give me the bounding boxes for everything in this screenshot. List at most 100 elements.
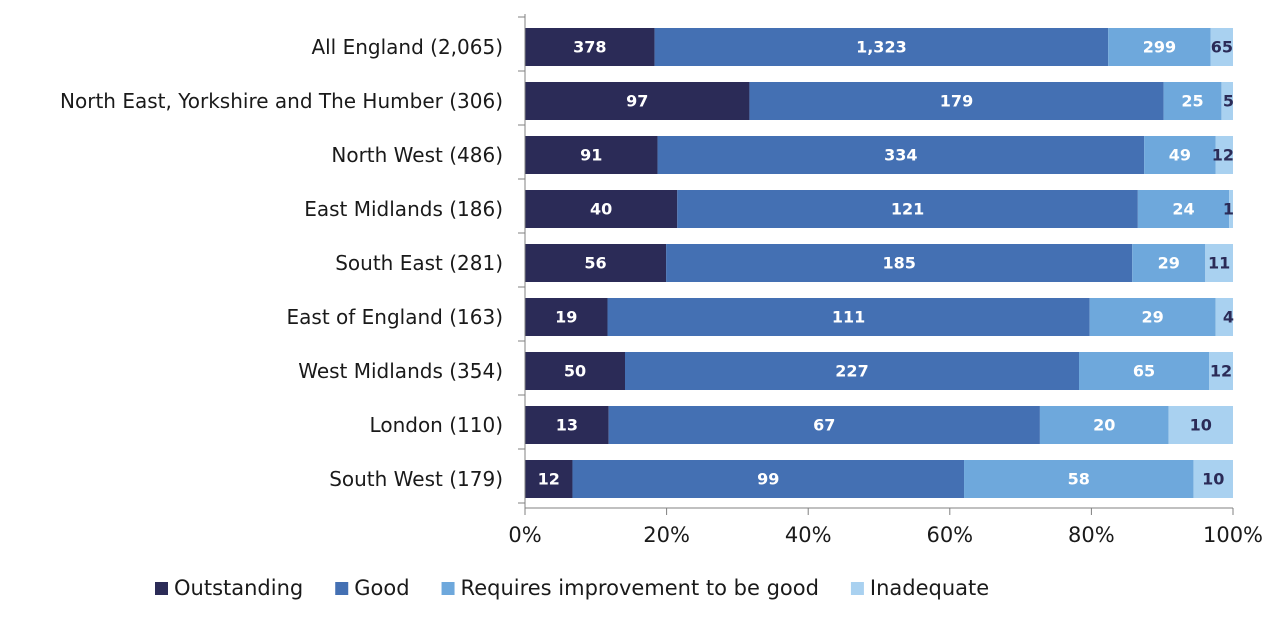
data-label: 10	[1202, 470, 1224, 489]
data-label: 378	[573, 38, 606, 57]
category-label: North East, Yorkshire and The Humber (30…	[60, 89, 503, 113]
data-label: 29	[1158, 254, 1180, 273]
x-tick-label: 100%	[1203, 523, 1263, 547]
bar-segment	[1079, 352, 1209, 390]
data-label: 58	[1068, 470, 1090, 489]
x-tick-label: 80%	[1068, 523, 1115, 547]
bar-segment	[1108, 28, 1211, 66]
data-label: 4	[1223, 308, 1234, 327]
bar-segment	[1215, 298, 1233, 336]
legend-label: Requires improvement to be good	[461, 576, 819, 600]
data-label: 185	[882, 254, 915, 273]
data-label: 1,323	[856, 38, 907, 57]
category-label: South West (179)	[329, 467, 503, 491]
data-label: 91	[580, 146, 602, 165]
bar-segment	[525, 82, 750, 120]
category-label: West Midlands (354)	[298, 359, 503, 383]
bar-segment	[749, 82, 1164, 120]
bar-segment	[1221, 82, 1233, 120]
data-label: 5	[1223, 92, 1234, 111]
bars-layer	[525, 28, 1233, 498]
legend-swatch	[155, 582, 168, 595]
bar-segment	[525, 406, 609, 444]
x-tick-label: 0%	[508, 523, 541, 547]
data-label: 179	[940, 92, 973, 111]
category-label: North West (486)	[331, 143, 503, 167]
legend-swatch	[441, 582, 455, 595]
data-label: 99	[757, 470, 779, 489]
bar-segment	[1163, 82, 1222, 120]
data-label: 334	[884, 146, 917, 165]
bar-segment	[657, 136, 1145, 174]
legend-swatch	[335, 582, 349, 595]
bar-segment	[525, 136, 658, 174]
bar-segment	[525, 460, 573, 498]
data-label: 11	[1208, 254, 1230, 273]
bar-segment	[1089, 298, 1216, 336]
data-label: 227	[835, 362, 868, 381]
data-label: 1	[1223, 200, 1234, 219]
bar-segment	[525, 28, 655, 66]
bar-segment	[525, 298, 608, 336]
category-label: East of England (163)	[287, 305, 503, 329]
category-label: London (110)	[370, 413, 503, 437]
data-label: 12	[1212, 146, 1234, 165]
axes-layer	[518, 14, 1234, 515]
bar-segment	[1215, 136, 1233, 174]
data-label: 49	[1169, 146, 1191, 165]
data-label: 50	[564, 362, 586, 381]
data-label: 121	[891, 200, 924, 219]
data-label: 13	[556, 416, 578, 435]
bar-segment	[964, 460, 1194, 498]
legend-label: Inadequate	[870, 576, 989, 600]
data-label: 12	[538, 470, 560, 489]
data-label: 10	[1190, 416, 1212, 435]
bar-segment	[1205, 244, 1233, 282]
x-tick-label: 20%	[643, 523, 690, 547]
bar-segment	[608, 406, 1040, 444]
x-tick-label: 40%	[785, 523, 832, 547]
legend: Outstanding Good Requires improvement to b…	[155, 576, 989, 600]
bar-segment	[654, 28, 1109, 66]
x-tick-label: 60%	[926, 523, 973, 547]
bar-segment	[1193, 460, 1233, 498]
category-label: East Midlands (186)	[304, 197, 503, 221]
x-tick-labels-layer: 0% 20% 40% 60% 80% 100%	[508, 523, 1263, 547]
data-label: 97	[626, 92, 648, 111]
data-label: 24	[1172, 200, 1194, 219]
data-label: 67	[813, 416, 835, 435]
bar-segment	[525, 190, 678, 228]
bar-segment	[1210, 28, 1233, 66]
bar-segment	[1229, 190, 1233, 228]
bar-segment	[1137, 190, 1230, 228]
data-label: 19	[555, 308, 577, 327]
bar-segment	[1209, 352, 1233, 390]
bar-segment	[625, 352, 1079, 390]
bar-segment	[666, 244, 1133, 282]
category-labels-layer: All England (2,065) North East, Yorkshire…	[60, 35, 503, 491]
legend-label: Good	[354, 576, 409, 600]
bar-segment	[525, 244, 667, 282]
bar-segment	[1132, 244, 1206, 282]
category-label: South East (281)	[335, 251, 503, 275]
data-label: 20	[1093, 416, 1115, 435]
legend-swatch	[850, 582, 864, 595]
data-label: 29	[1142, 308, 1164, 327]
bar-segment	[607, 298, 1090, 336]
bar-segment	[1039, 406, 1169, 444]
legend-label: Outstanding	[174, 576, 303, 600]
data-label: 25	[1181, 92, 1203, 111]
bar-segment	[1144, 136, 1216, 174]
bar-segment	[572, 460, 965, 498]
bar-segment	[677, 190, 1138, 228]
data-label: 12	[1210, 362, 1232, 381]
bar-segment	[525, 352, 625, 390]
category-label: All England (2,065)	[311, 35, 503, 59]
data-label: 299	[1143, 38, 1176, 57]
data-label: 111	[832, 308, 865, 327]
data-label: 65	[1211, 38, 1233, 57]
data-label: 40	[590, 200, 612, 219]
